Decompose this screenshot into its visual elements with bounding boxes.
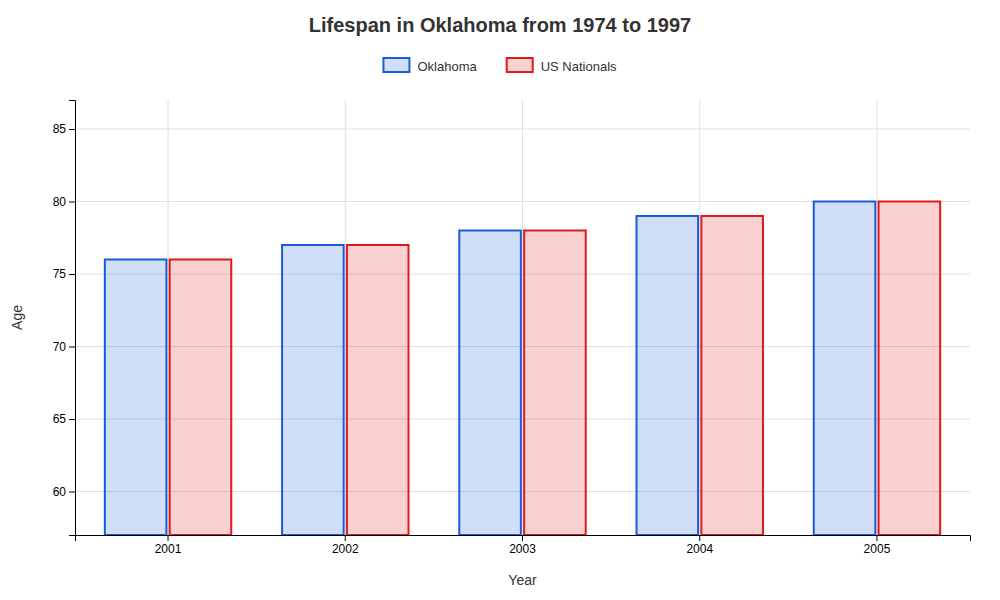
y-axis: 60 65 70 75 80 85 bbox=[53, 101, 76, 536]
grid-line bbox=[522, 100, 523, 535]
axis-domain bbox=[76, 536, 971, 542]
bar bbox=[170, 260, 232, 536]
bar bbox=[105, 260, 167, 536]
grid-line bbox=[345, 100, 346, 535]
bar bbox=[524, 231, 586, 536]
tick-label: 2002 bbox=[332, 542, 359, 556]
legend-label: Oklahoma bbox=[417, 59, 477, 74]
bar bbox=[347, 245, 409, 535]
legend-swatch bbox=[383, 58, 409, 72]
tick-mark bbox=[69, 492, 75, 493]
tick: 2001 bbox=[155, 535, 182, 556]
bar bbox=[282, 245, 344, 535]
tick-label: 2001 bbox=[155, 542, 182, 556]
tick: 80 bbox=[53, 195, 75, 209]
tick-mark bbox=[69, 129, 75, 130]
legend-label: US Nationals bbox=[541, 59, 617, 74]
bar bbox=[814, 202, 876, 536]
grid-line bbox=[876, 100, 877, 535]
tick-label: 75 bbox=[53, 267, 67, 281]
y-axis-title: Age bbox=[9, 305, 25, 330]
tick: 2004 bbox=[686, 535, 713, 556]
tick-mark bbox=[522, 535, 523, 541]
tick: 75 bbox=[53, 267, 75, 281]
tick-label: 2003 bbox=[509, 542, 536, 556]
bar bbox=[701, 216, 763, 535]
tick: 2003 bbox=[509, 535, 536, 556]
tick-mark bbox=[69, 419, 75, 420]
grid-line bbox=[168, 100, 169, 535]
tick: 60 bbox=[53, 485, 75, 499]
tick-label: 85 bbox=[53, 122, 67, 136]
tick-mark bbox=[876, 535, 877, 541]
tick: 2002 bbox=[332, 535, 359, 556]
tick-label: 60 bbox=[53, 485, 67, 499]
chart-title: Lifespan in Oklahoma from 1974 to 1997 bbox=[309, 14, 691, 36]
grid bbox=[75, 100, 970, 535]
grid-line bbox=[699, 100, 700, 535]
tick-mark bbox=[69, 202, 75, 203]
bars bbox=[105, 202, 940, 536]
tick-mark bbox=[69, 274, 75, 275]
tick: 70 bbox=[53, 340, 75, 354]
tick-label: 65 bbox=[53, 412, 67, 426]
chart-svg: 2001 2002 2003 2004 2005 60 65 70 75 80 85 Year Age L… bbox=[0, 0, 1000, 600]
tick: 85 bbox=[53, 122, 75, 136]
legend-item: US Nationals bbox=[507, 58, 617, 74]
tick-mark bbox=[345, 535, 346, 541]
bar bbox=[879, 202, 941, 536]
x-axis-title: Year bbox=[508, 572, 537, 588]
tick-label: 80 bbox=[53, 195, 67, 209]
legend: Oklahoma US Nationals bbox=[383, 58, 617, 74]
bar bbox=[637, 216, 699, 535]
tick: 65 bbox=[53, 412, 75, 426]
tick: 2005 bbox=[864, 535, 891, 556]
bar bbox=[459, 231, 521, 536]
tick-mark bbox=[168, 535, 169, 541]
tick-label: 2005 bbox=[864, 542, 891, 556]
tick-label: 70 bbox=[53, 340, 67, 354]
tick-label: 2004 bbox=[686, 542, 713, 556]
plot-area: 2001 2002 2003 2004 2005 60 65 70 75 80 85 bbox=[53, 100, 971, 556]
tick-mark bbox=[69, 347, 75, 348]
series bbox=[170, 202, 941, 536]
legend-item: Oklahoma bbox=[383, 58, 477, 74]
series bbox=[105, 202, 876, 536]
axis-domain bbox=[69, 101, 76, 536]
legend-swatch bbox=[507, 58, 533, 72]
x-axis: 2001 2002 2003 2004 2005 bbox=[76, 535, 971, 556]
tick-mark bbox=[699, 535, 700, 541]
